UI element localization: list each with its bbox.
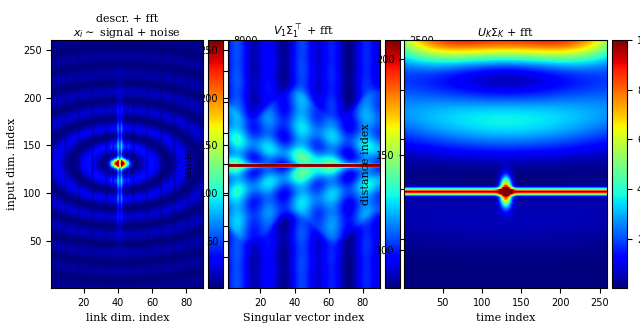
X-axis label: Singular vector index: Singular vector index (243, 313, 365, 323)
X-axis label: link dim. index: link dim. index (86, 313, 169, 323)
Y-axis label: value: value (184, 149, 194, 179)
Title: descr. + fft
$x_i \sim$ signal + noise: descr. + fft $x_i \sim$ signal + noise (74, 14, 181, 40)
Title: $U_K\Sigma_K$ + fft: $U_K\Sigma_K$ + fft (477, 26, 534, 40)
Title: $V_1\Sigma_1^\top$ + fft: $V_1\Sigma_1^\top$ + fft (273, 23, 335, 40)
Y-axis label: distance index: distance index (361, 123, 371, 205)
Y-axis label: input dim. index: input dim. index (7, 118, 17, 210)
X-axis label: time index: time index (476, 313, 536, 323)
